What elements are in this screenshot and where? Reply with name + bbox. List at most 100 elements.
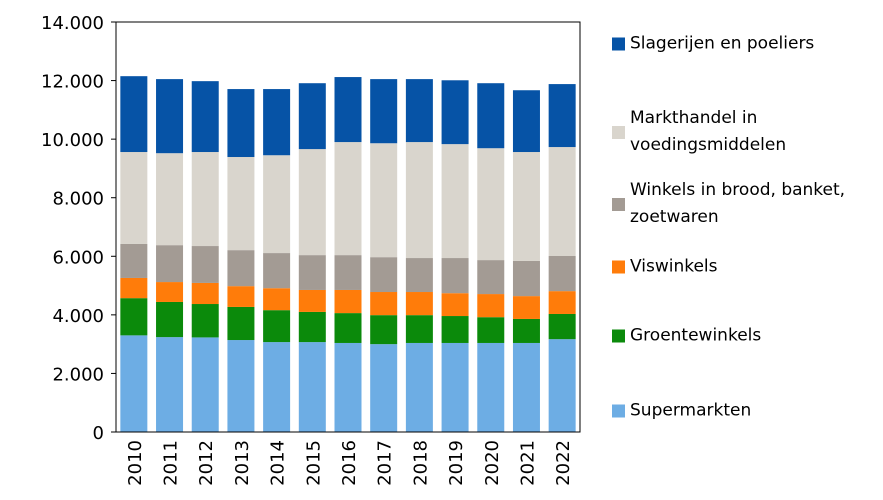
x-tick-label: 2019 [446, 440, 467, 486]
legend-item: Markthandel in voedingsmiddelen [612, 105, 874, 159]
bar-segment [120, 277, 148, 299]
x-tick-label: 2021 [517, 440, 538, 486]
x-tick-label: 2012 [196, 440, 217, 486]
y-tick-label: 0 [93, 423, 104, 444]
bar-segment [405, 342, 433, 432]
bar-segment [477, 317, 505, 343]
y-tick-label: 10.000 [41, 130, 104, 151]
bar-segment [512, 152, 540, 261]
bar-segment [548, 291, 576, 314]
bar-segment [156, 282, 184, 302]
bar-segment [548, 339, 576, 432]
legend-item: Slagerijen en poeliers [612, 31, 874, 58]
bar-segment [298, 289, 326, 312]
legend-label: Winkels in brood, banket, zoetwaren [630, 180, 846, 227]
x-tick-label: 2020 [482, 440, 503, 486]
legend-label: Markthandel in voedingsmiddelen [630, 108, 787, 155]
legend-swatch [612, 329, 625, 343]
bar-segment [477, 260, 505, 295]
bar-segment [370, 315, 398, 345]
legend-item: Winkels in brood, banket, zoetwaren [612, 177, 874, 231]
legend-swatch [612, 197, 625, 211]
bar-segment [263, 253, 291, 289]
bar-segment [370, 344, 398, 432]
bar-segment [120, 335, 148, 432]
y-tick-label: 14.000 [41, 13, 104, 34]
bar-segment [298, 83, 326, 150]
bar-segment [441, 258, 469, 294]
bar-segment [156, 337, 184, 432]
bar-segment [334, 342, 362, 432]
bar-segment [405, 79, 433, 143]
bar-segment [334, 255, 362, 290]
bar-segment [227, 340, 255, 432]
legend-label: Viswinkels [630, 256, 718, 277]
bar-segment [477, 148, 505, 261]
bar-segment [191, 81, 219, 153]
legend-label: Groentewinkels [630, 325, 762, 346]
bar-segment [120, 298, 148, 336]
bar-segment [405, 315, 433, 343]
bar-segment [191, 282, 219, 305]
bar-segment [120, 243, 148, 278]
bar-segment [548, 255, 576, 292]
plot-frame [115, 21, 581, 433]
legend-swatch [612, 404, 625, 418]
bar-segment [334, 289, 362, 314]
bar-segment [370, 292, 398, 316]
bar-segment [227, 157, 255, 251]
bar-segment [191, 304, 219, 338]
x-tick-label: 2018 [410, 440, 431, 486]
bar-segment [405, 258, 433, 293]
bar-segment [298, 149, 326, 256]
bar-segment [156, 153, 184, 246]
x-tick-label: 2015 [303, 440, 324, 486]
bar-segment [548, 147, 576, 256]
bar-segment [298, 255, 326, 290]
y-tick-label: 2.000 [52, 364, 104, 385]
x-tick-label: 2013 [232, 440, 253, 486]
bar-segment [298, 311, 326, 343]
legend-item: Groentewinkels [612, 323, 874, 350]
y-tick-label: 12.000 [41, 72, 104, 93]
x-tick-label: 2022 [553, 440, 574, 486]
bar-segment [334, 142, 362, 256]
bar-segment [512, 260, 540, 297]
x-tick-label: 2016 [339, 440, 360, 486]
bar-segment [512, 342, 540, 432]
bar-segment [370, 143, 398, 258]
bar-segment [512, 90, 540, 153]
bar-segment [441, 144, 469, 259]
legend-swatch [612, 125, 625, 139]
bar-segment [512, 296, 540, 319]
legend-item: Supermarkten [612, 398, 874, 425]
bar-segment [477, 294, 505, 318]
bar-segment [227, 286, 255, 307]
bar-segment [263, 89, 291, 156]
y-tick-label: 6.000 [52, 247, 104, 268]
x-tick-label: 2010 [125, 440, 146, 486]
bar-segment [156, 79, 184, 154]
bar-segment [298, 342, 326, 432]
bar-segment [227, 89, 255, 158]
bar-segment [191, 152, 219, 247]
bar-segment [191, 246, 219, 283]
bar-segment [263, 342, 291, 432]
legend-label: Slagerijen en poeliers [630, 33, 815, 54]
bar-segment [263, 155, 291, 254]
bar-segment [370, 79, 398, 144]
bar-segment [263, 310, 291, 343]
bar-segment [548, 313, 576, 340]
bar-segment [191, 337, 219, 432]
bar-segment [441, 342, 469, 432]
bar-segment [263, 288, 291, 311]
legend-item: Viswinkels [612, 254, 874, 281]
bar-segment [156, 301, 184, 338]
y-tick-label: 8.000 [52, 189, 104, 210]
bar-segment [334, 77, 362, 143]
x-tick-label: 2017 [375, 440, 396, 486]
bar-segment [227, 250, 255, 287]
bar-segment [477, 83, 505, 149]
bar-segment [334, 313, 362, 343]
